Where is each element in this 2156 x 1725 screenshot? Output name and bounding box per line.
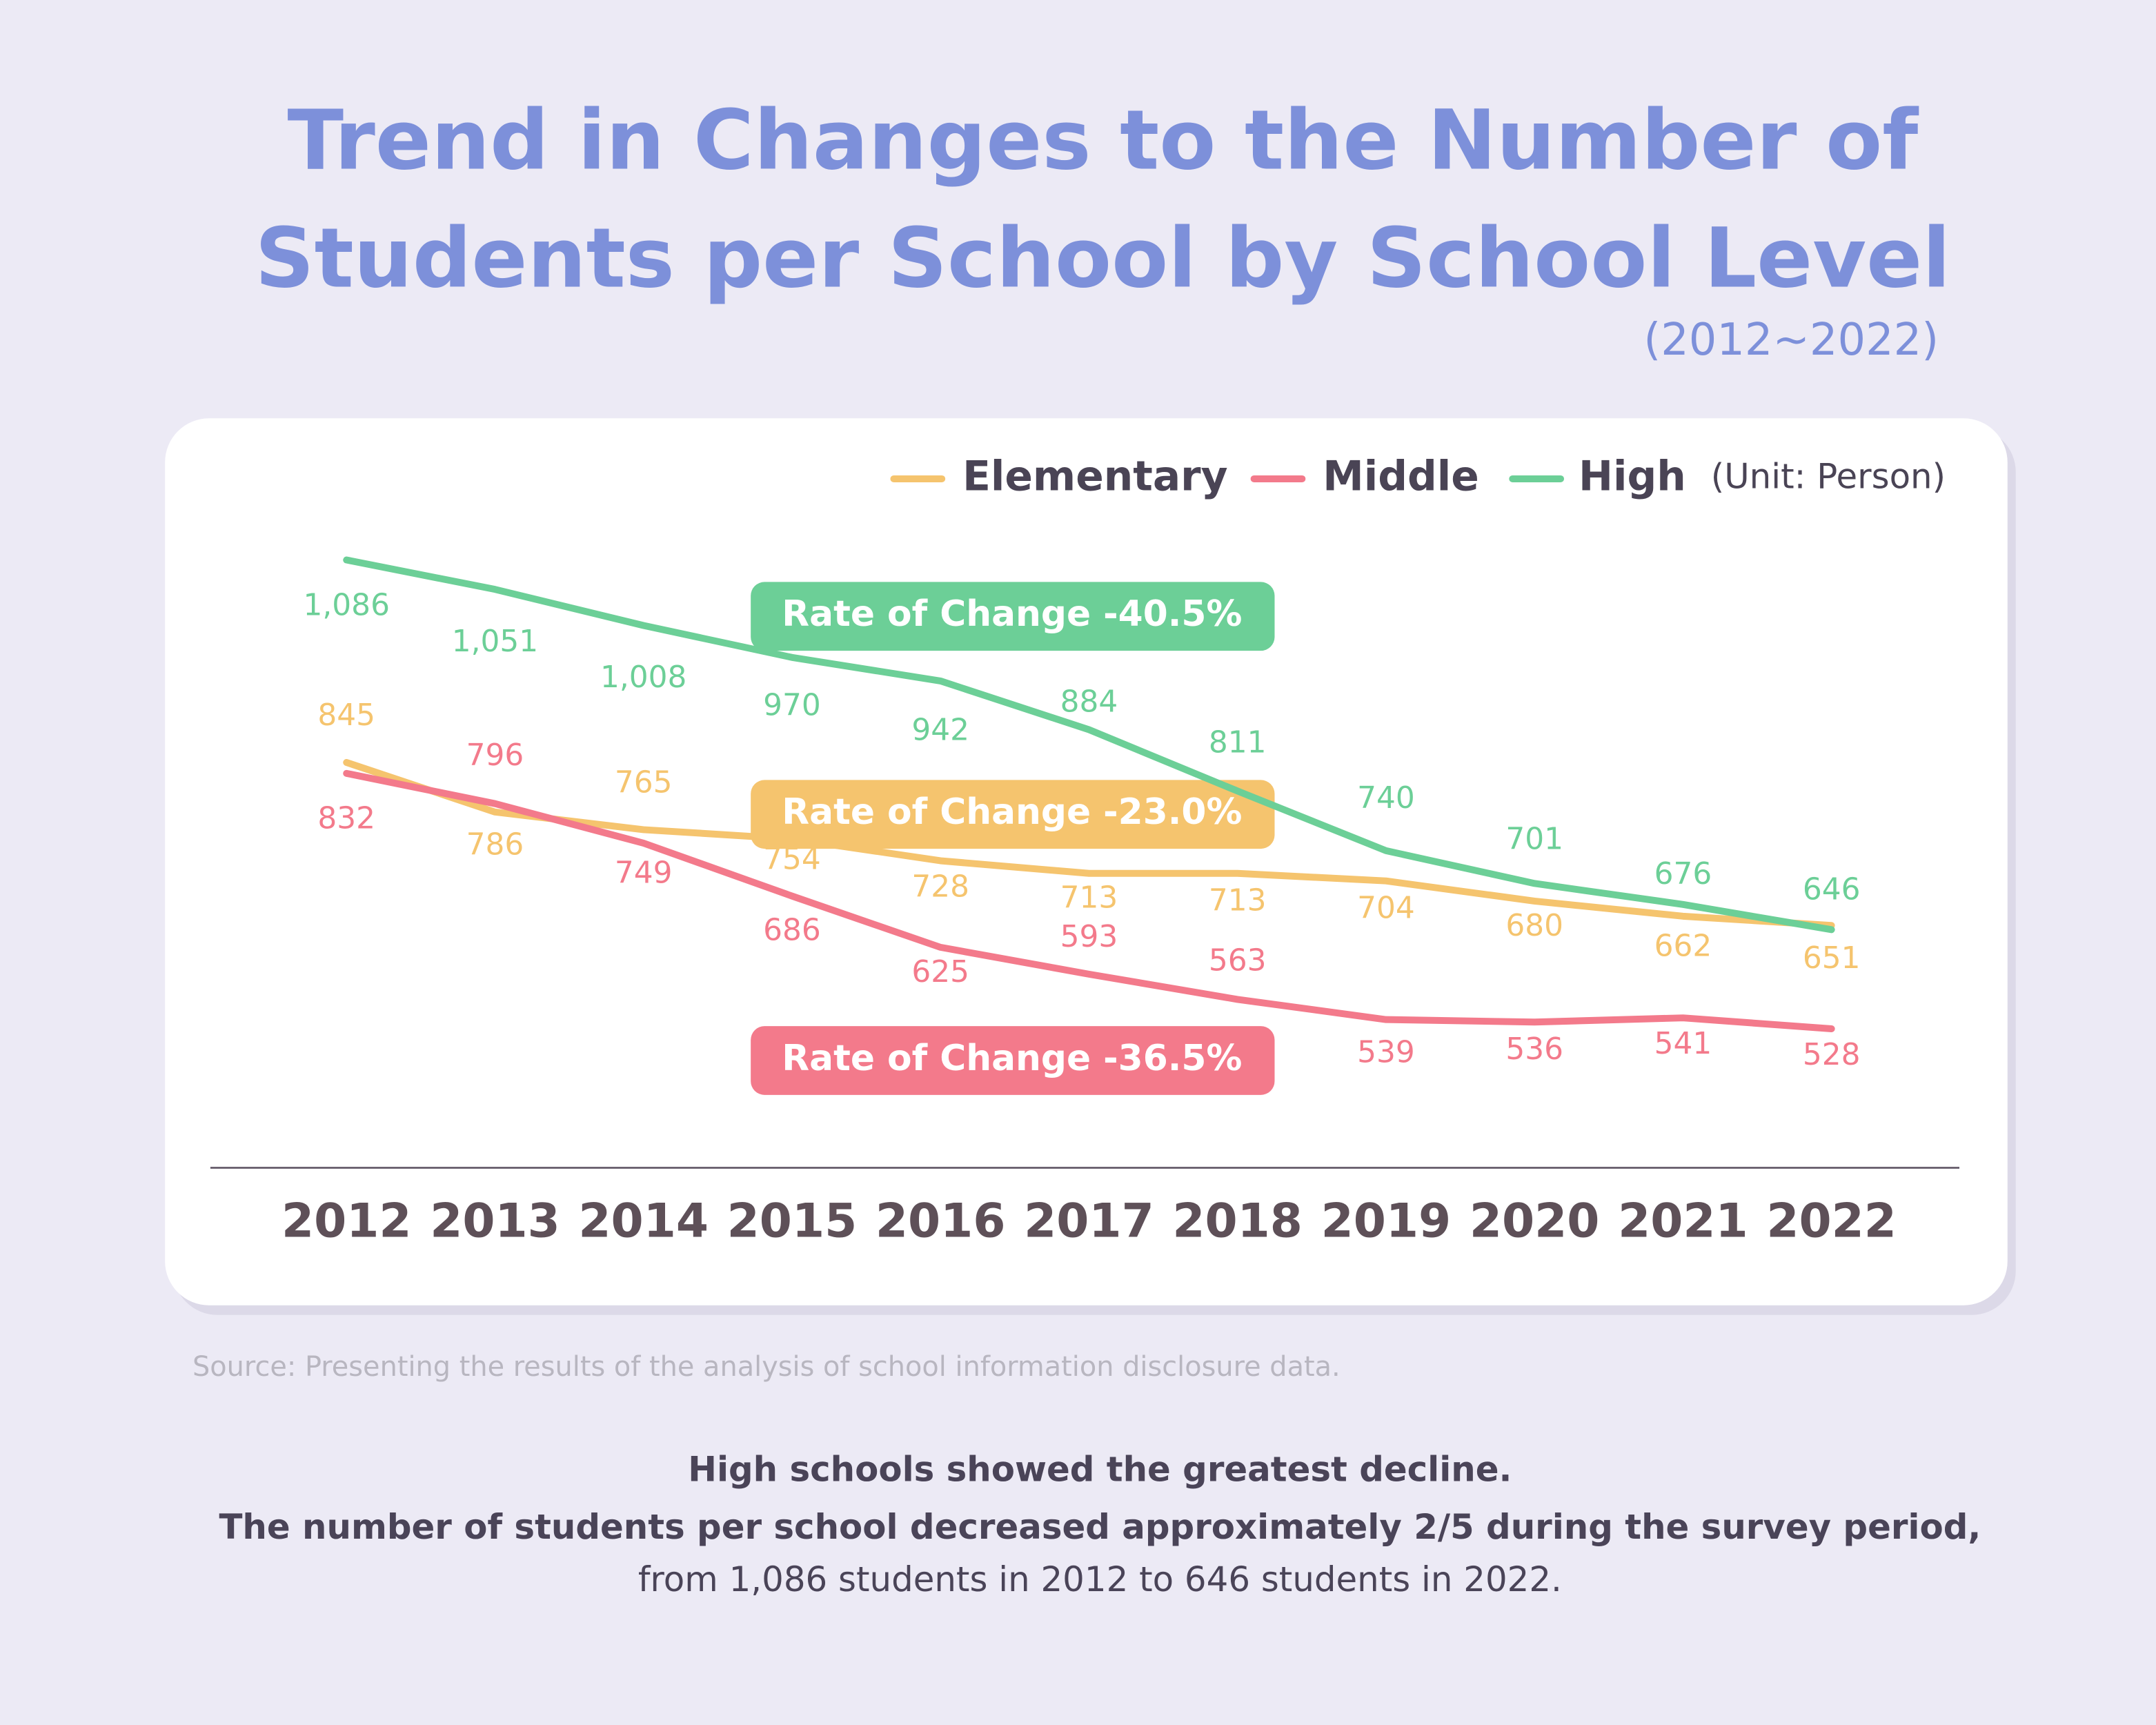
data-label: 740 xyxy=(1357,780,1415,816)
x-tick-label: 2012 xyxy=(281,1194,412,1248)
data-label: 593 xyxy=(1060,919,1118,954)
data-label: 625 xyxy=(911,954,969,989)
unit-label: (Unit: Person) xyxy=(1711,456,1946,496)
data-label: 541 xyxy=(1654,1026,1712,1061)
data-label: 713 xyxy=(1209,883,1267,918)
annotation-text: Rate of Change -40.5% xyxy=(782,593,1242,635)
data-label: 796 xyxy=(466,738,524,773)
x-tick-label: 2018 xyxy=(1172,1194,1303,1248)
source: Source: Presenting the results of the an… xyxy=(192,1351,1341,1383)
data-label: 676 xyxy=(1654,856,1712,891)
x-tick-label: 2014 xyxy=(578,1194,709,1248)
annotation-box xyxy=(751,780,1275,849)
summary-line: High schools showed the greatest decline… xyxy=(688,1449,1512,1489)
data-label: 728 xyxy=(911,869,969,904)
legend-label: Middle xyxy=(1323,453,1479,501)
summary-line: The number of students per school decrea… xyxy=(219,1507,1981,1547)
chart-title: Students per School by School Level xyxy=(255,211,1950,307)
card xyxy=(165,418,2008,1305)
data-label: 811 xyxy=(1209,725,1267,760)
data-label: 884 xyxy=(1060,684,1118,720)
data-label: 765 xyxy=(615,765,673,800)
annotation-text: Rate of Change -23.0% xyxy=(782,791,1242,833)
data-label: 749 xyxy=(615,856,673,891)
x-tick-label: 2016 xyxy=(876,1194,1006,1248)
x-tick-label: 2013 xyxy=(430,1194,560,1248)
x-tick-label: 2021 xyxy=(1618,1194,1748,1248)
data-label: 970 xyxy=(763,688,821,723)
data-label: 701 xyxy=(1505,822,1563,857)
data-label: 786 xyxy=(466,827,524,862)
chart-title: Trend in Changes to the Number of xyxy=(287,92,1919,188)
legend-label: Elementary xyxy=(962,453,1228,501)
data-label: 651 xyxy=(1803,940,1861,976)
data-label: 563 xyxy=(1209,943,1267,978)
chart-subtitle: (2012~2022) xyxy=(1643,315,1939,366)
data-label: 1,008 xyxy=(600,660,686,695)
data-label: 680 xyxy=(1505,908,1563,943)
x-tick-label: 2020 xyxy=(1470,1194,1600,1248)
annotation-box xyxy=(751,1026,1275,1095)
x-tick-label: 2015 xyxy=(727,1194,858,1248)
data-label: 1,086 xyxy=(303,587,389,622)
data-label: 845 xyxy=(317,698,375,733)
x-tick-label: 2019 xyxy=(1321,1194,1452,1248)
data-label: 536 xyxy=(1505,1032,1563,1067)
data-label: 754 xyxy=(763,842,821,877)
data-label: 662 xyxy=(1654,929,1712,964)
legend-label: High xyxy=(1579,453,1686,501)
series-line xyxy=(343,556,1835,934)
data-label: 942 xyxy=(911,713,969,748)
series-line xyxy=(343,769,1835,1033)
summary-line: from 1,086 students in 2012 to 646 stude… xyxy=(638,1559,1562,1599)
data-label: 528 xyxy=(1803,1037,1861,1072)
x-tick-label: 2022 xyxy=(1766,1194,1897,1248)
data-label: 704 xyxy=(1357,891,1415,926)
data-label: 539 xyxy=(1357,1034,1415,1070)
annotation-text: Rate of Change -36.5% xyxy=(782,1038,1242,1079)
data-label: 1,051 xyxy=(452,624,538,659)
x-tick-label: 2017 xyxy=(1024,1194,1154,1248)
annotation-box xyxy=(751,582,1275,651)
data-label: 713 xyxy=(1060,880,1118,916)
data-label: 686 xyxy=(763,912,821,947)
data-label: 646 xyxy=(1803,872,1861,907)
data-label: 832 xyxy=(317,801,375,836)
series-line xyxy=(343,759,1835,929)
